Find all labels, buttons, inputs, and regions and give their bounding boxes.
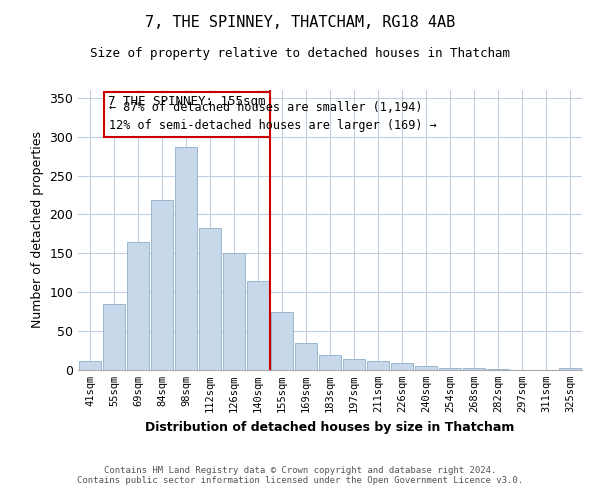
Bar bbox=[319, 355, 341, 370]
Bar bbox=[247, 280, 269, 370]
Bar bbox=[343, 359, 365, 370]
Text: 7 THE SPINNEY: 155sqm: 7 THE SPINNEY: 155sqm bbox=[108, 96, 265, 108]
Bar bbox=[415, 366, 437, 370]
Bar bbox=[271, 312, 293, 370]
Bar bbox=[559, 368, 581, 370]
X-axis label: Distribution of detached houses by size in Thatcham: Distribution of detached houses by size … bbox=[145, 420, 515, 434]
Bar bbox=[151, 200, 173, 370]
Y-axis label: Number of detached properties: Number of detached properties bbox=[31, 132, 44, 328]
Bar bbox=[295, 343, 317, 370]
Bar bbox=[439, 368, 461, 370]
Bar bbox=[199, 228, 221, 370]
Bar bbox=[367, 362, 389, 370]
FancyBboxPatch shape bbox=[104, 92, 269, 136]
Bar bbox=[223, 254, 245, 370]
Bar bbox=[487, 369, 509, 370]
Text: Size of property relative to detached houses in Thatcham: Size of property relative to detached ho… bbox=[90, 48, 510, 60]
Text: 7, THE SPINNEY, THATCHAM, RG18 4AB: 7, THE SPINNEY, THATCHAM, RG18 4AB bbox=[145, 15, 455, 30]
Bar bbox=[391, 363, 413, 370]
Text: ← 87% of detached houses are smaller (1,194): ← 87% of detached houses are smaller (1,… bbox=[109, 100, 422, 114]
Text: 12% of semi-detached houses are larger (169) →: 12% of semi-detached houses are larger (… bbox=[109, 118, 436, 132]
Bar bbox=[103, 304, 125, 370]
Bar bbox=[463, 368, 485, 370]
Bar bbox=[175, 147, 197, 370]
Bar bbox=[79, 360, 101, 370]
Bar bbox=[127, 242, 149, 370]
Text: Contains HM Land Registry data © Crown copyright and database right 2024.
Contai: Contains HM Land Registry data © Crown c… bbox=[77, 466, 523, 485]
